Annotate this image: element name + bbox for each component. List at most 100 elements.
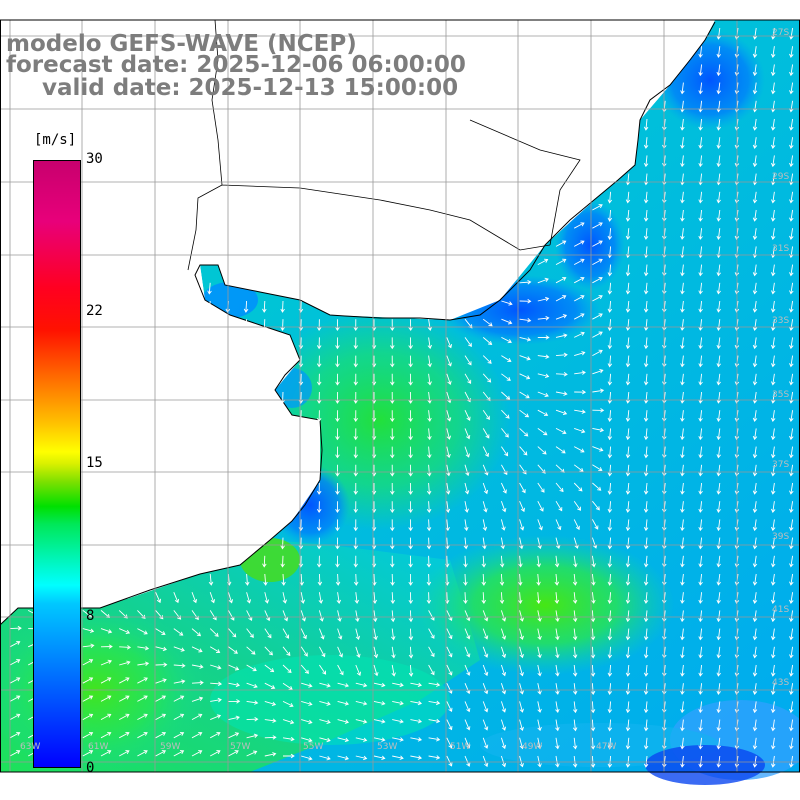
wind-vector-arrow: [519, 482, 526, 494]
wind-vector-arrow: [82, 628, 95, 633]
wind-vector-arrow: [537, 701, 542, 713]
wind-vector-arrow: [770, 337, 776, 350]
wind-vector-arrow: [9, 695, 21, 702]
wind-vector-arrow: [625, 501, 631, 513]
wind-vector-arrow: [319, 646, 326, 658]
wind-vector-arrow: [464, 719, 471, 731]
wind-vector-arrow: [282, 736, 295, 742]
wind-vector-arrow: [264, 664, 275, 673]
wind-vector-arrow: [410, 718, 423, 724]
wind-vector-arrow: [555, 314, 568, 320]
wind-vector-arrow: [770, 228, 776, 240]
wind-vector-arrow: [716, 755, 721, 768]
wind-vector-arrow: [373, 719, 386, 724]
wind-vector-arrow: [643, 118, 649, 131]
wind-vector-arrow: [607, 264, 613, 277]
wind-vector-arrow: [752, 482, 758, 495]
wind-vector-arrow: [698, 355, 703, 368]
wind-vector-arrow: [353, 373, 358, 386]
wind-vector-arrow: [770, 592, 776, 604]
wind-vector-arrow: [426, 537, 432, 550]
wind-vector-arrow: [155, 713, 167, 720]
wind-vector-arrow: [680, 264, 685, 277]
wind-vector-arrow: [100, 644, 113, 649]
wind-vector-arrow: [592, 482, 602, 491]
wind-vector-arrow: [789, 482, 794, 495]
wind-vector-arrow: [789, 501, 794, 513]
wind-vector-arrow: [228, 732, 240, 739]
wind-vector-arrow: [353, 319, 358, 332]
wind-vector-arrow: [770, 573, 776, 586]
wind-vector-arrow: [572, 592, 578, 604]
wind-vector-arrow: [318, 610, 324, 622]
wind-vector-arrow: [574, 409, 586, 414]
wind-vector-arrow: [337, 755, 350, 761]
wind-vector-arrow: [446, 683, 453, 694]
wind-vector-arrow: [445, 519, 450, 532]
wind-vector-arrow: [680, 228, 685, 240]
wind-vector-arrow: [752, 701, 758, 714]
wind-vector-arrow: [519, 719, 524, 732]
wind-vector-arrow: [716, 482, 721, 495]
wind-vector-arrow: [555, 719, 560, 732]
wind-vector-arrow: [82, 659, 94, 666]
wind-vector-arrow: [446, 737, 453, 749]
wind-vector-arrow: [137, 645, 150, 651]
wind-vector-arrow: [592, 331, 603, 338]
wind-vector-arrow: [752, 228, 758, 240]
wind-vector-arrow: [353, 537, 358, 550]
wind-vector-arrow: [482, 701, 489, 713]
wind-vector-arrow: [643, 446, 649, 459]
wind-vector-arrow: [428, 682, 441, 687]
wind-vector-arrow: [427, 391, 432, 404]
wind-vector-arrow: [643, 337, 649, 350]
wind-vector-arrow: [191, 628, 202, 637]
wind-vector-arrow: [716, 391, 721, 404]
wind-vector-arrow: [698, 300, 703, 313]
wind-vector-arrow: [770, 719, 776, 732]
wind-vector-arrow: [316, 337, 322, 350]
wind-vector-arrow: [428, 646, 435, 658]
wind-vector-arrow: [770, 519, 776, 532]
wind-vector-arrow: [246, 628, 254, 638]
wind-vector-arrow: [607, 282, 613, 295]
wind-vector-arrow: [590, 664, 596, 677]
wind-vector-arrow: [246, 610, 253, 621]
wind-vector-arrow: [463, 537, 469, 550]
wind-vector-arrow: [137, 661, 150, 666]
wind-vector-arrow: [355, 719, 368, 724]
wind-vector-arrow: [319, 682, 331, 688]
wind-vector-arrow: [555, 482, 564, 493]
wind-vector-arrow: [337, 628, 343, 640]
wind-vector-arrow: [318, 592, 324, 604]
wind-vector-arrow: [246, 717, 259, 722]
wind-vector-arrow: [337, 664, 344, 676]
wind-vector-arrow: [572, 755, 578, 768]
wind-vector-arrow: [319, 664, 327, 675]
wind-vector-arrow: [607, 628, 613, 641]
wind-vector-arrow: [299, 573, 304, 586]
wind-vector-arrow: [191, 646, 203, 653]
wind-vector-arrow: [464, 337, 472, 347]
wind-vector-arrow: [752, 155, 758, 168]
wind-vector-arrow: [555, 683, 560, 695]
wind-vector-arrow: [789, 355, 794, 368]
wind-vector-arrow: [770, 282, 776, 295]
wind-vector-arrow: [426, 573, 432, 586]
wind-vector-arrow: [446, 664, 453, 676]
wind-vector-arrow: [537, 628, 542, 641]
wind-vector-arrow: [698, 755, 703, 768]
wind-vector-arrow: [716, 646, 721, 659]
title-model: modelo GEFS-WAVE (NCEP): [6, 31, 357, 57]
wind-vector-arrow: [464, 410, 471, 421]
wind-vector-arrow: [282, 700, 294, 708]
wind-vector-arrow: [555, 391, 568, 396]
wind-vector-arrow: [173, 695, 185, 702]
wind-vector-arrow: [789, 100, 794, 113]
wind-vector-arrow: [625, 610, 631, 623]
wind-vector-arrow: [592, 368, 604, 375]
wind-vector-arrow: [625, 737, 631, 750]
wind-vector-arrow: [408, 482, 413, 495]
wind-vector-arrow: [300, 592, 306, 604]
wind-vector-arrow: [716, 592, 721, 604]
